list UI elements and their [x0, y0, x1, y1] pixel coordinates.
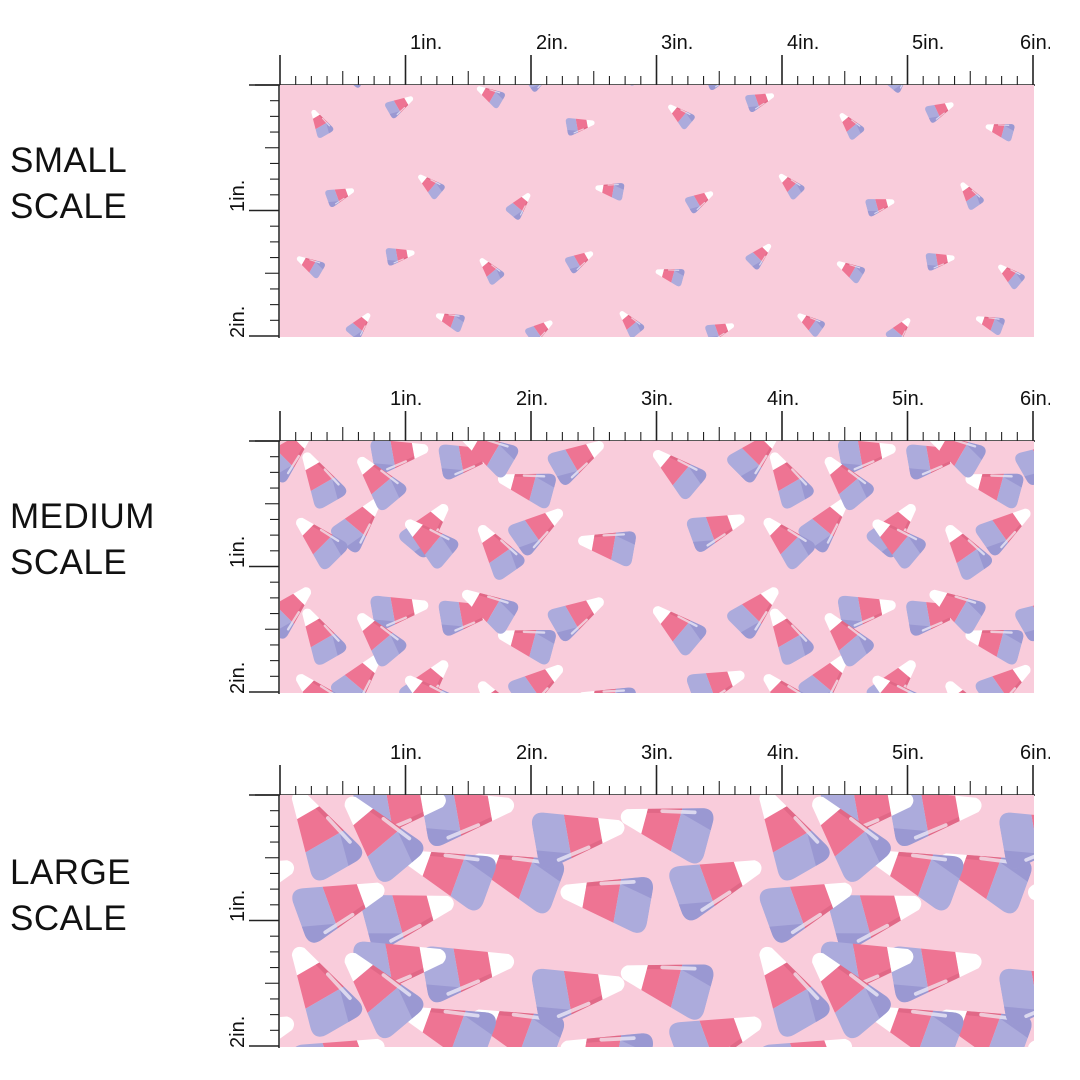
swatch-large-block: LARGE SCALE 1in. 2in. 3in. 4in. 5in. 6in… — [0, 720, 1080, 1060]
candy-corn-icon — [1012, 587, 1034, 644]
scale-label-medium: MEDIUM SCALE — [10, 494, 155, 586]
ruler-label-1in: 1in. — [390, 742, 422, 764]
ruler-label-1in: 1in. — [410, 32, 442, 54]
ruler-label-3in: 3in. — [641, 742, 673, 764]
ruler-label-4in: 4in. — [767, 388, 799, 410]
ruler-label-6in: 6in. — [1020, 32, 1050, 54]
scale-label-line2: SCALE — [10, 543, 128, 582]
ruler-label-side-1in: 1in. — [227, 890, 249, 922]
ruler-ticks-vertical — [249, 84, 280, 338]
ruler-ticks-vertical — [249, 794, 280, 1048]
ruler-label-3in: 3in. — [641, 388, 673, 410]
scale-label-line2: SCALE — [10, 899, 128, 938]
ruler-label-side-2in: 2in. — [227, 662, 249, 694]
candy-corn-icon — [1012, 441, 1034, 488]
ruler-label-6in: 6in. — [1020, 388, 1050, 410]
ruler-ticks-vertical — [249, 440, 280, 694]
scale-label-small: SMALL SCALE — [10, 138, 127, 230]
fabric-background — [280, 85, 1034, 337]
ruler-label-side-2in: 2in. — [227, 1016, 249, 1048]
swatch-small-block: SMALL SCALE 1in. 2in. 3in. 4in. 5in. 6in… — [0, 10, 1080, 350]
fabric-swatch-large — [280, 795, 1034, 1047]
ruler-vertical: 1in. 2in. — [227, 794, 280, 1048]
scale-label-line1: LARGE — [10, 853, 132, 892]
swatch-medium-block: MEDIUM SCALE 1in. 2in. 3in. 4in. 5in. 6i… — [0, 366, 1080, 706]
ruler-label-side-2in: 2in. — [227, 306, 249, 338]
ruler-ticks-horizontal — [255, 411, 1035, 442]
ruler-label-2in: 2in. — [516, 388, 548, 410]
ruler-label-4in: 4in. — [787, 32, 819, 54]
ruler-horizontal: 1in. 2in. 3in. 4in. 5in. 6in. — [255, 32, 1050, 86]
scale-label-large: LARGE SCALE — [10, 850, 131, 942]
ruler-label-side-1in: 1in. — [227, 180, 249, 212]
fabric-swatch-small — [280, 85, 1034, 337]
ruler-label-5in: 5in. — [892, 388, 924, 410]
ruler-label-5in: 5in. — [912, 32, 944, 54]
scale-label-line2: SCALE — [10, 187, 128, 226]
ruler-label-2in: 2in. — [516, 742, 548, 764]
ruler-vertical: 1in. 2in. — [227, 440, 280, 694]
ruler-label-1in: 1in. — [390, 388, 422, 410]
ruler-label-6in: 6in. — [1020, 742, 1050, 764]
ruler-label-3in: 3in. — [661, 32, 693, 54]
ruler-vertical: 1in. 2in. — [227, 84, 280, 338]
fabric-swatch-medium — [280, 441, 1034, 693]
ruler-label-4in: 4in. — [767, 742, 799, 764]
ruler-label-2in: 2in. — [536, 32, 568, 54]
ruler-label-side-1in: 1in. — [227, 536, 249, 568]
ruler-horizontal: 1in. 2in. 3in. 4in. 5in. 6in. — [255, 742, 1050, 796]
ruler-ticks-horizontal — [255, 55, 1035, 86]
ruler-label-5in: 5in. — [892, 742, 924, 764]
scale-label-line1: SMALL — [10, 141, 128, 180]
ruler-horizontal: 1in. 2in. 3in. 4in. 5in. 6in. — [255, 388, 1050, 442]
scale-label-line1: MEDIUM — [10, 497, 155, 536]
ruler-ticks-horizontal — [255, 765, 1035, 796]
